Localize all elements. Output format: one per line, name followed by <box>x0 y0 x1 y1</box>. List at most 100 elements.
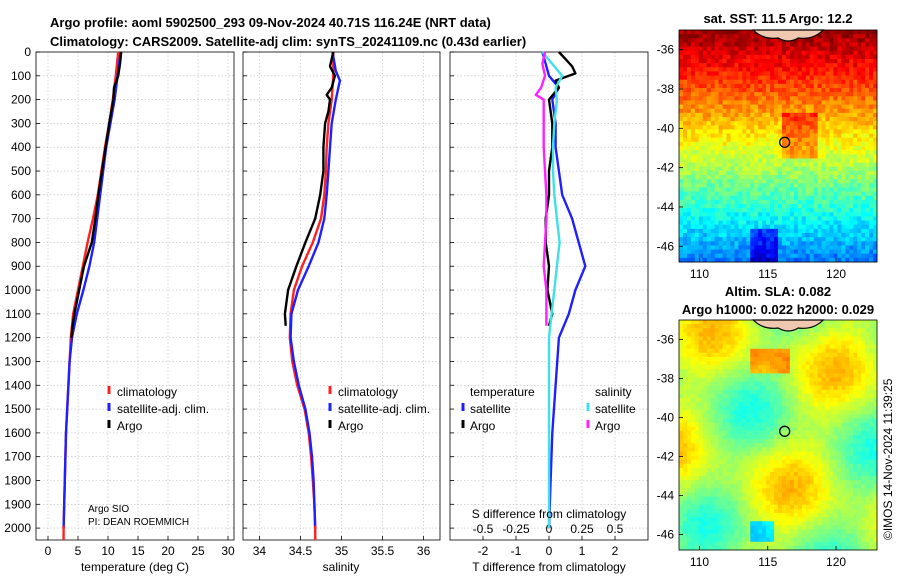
map-cell <box>861 402 866 407</box>
map-cell <box>793 137 799 143</box>
map-cell <box>742 216 747 221</box>
map-cell <box>781 170 787 176</box>
map-cell <box>797 46 803 52</box>
map-cell <box>829 121 834 126</box>
map-cell <box>837 249 842 255</box>
map-cell <box>793 439 799 444</box>
map-cell <box>706 204 712 209</box>
map-cell <box>738 257 743 263</box>
map-cell <box>829 46 834 52</box>
map-cell <box>825 352 830 358</box>
map-cell <box>734 365 739 370</box>
map-cell <box>734 336 739 341</box>
map-cell <box>702 241 708 246</box>
map-cell <box>821 389 826 395</box>
y-tick-label: 1500 <box>4 402 31 416</box>
map-cell <box>766 361 771 366</box>
map-cell <box>789 336 795 341</box>
map-cell <box>809 257 815 263</box>
map-cell <box>754 59 759 64</box>
map-cell <box>865 96 870 101</box>
map-cell <box>821 348 826 354</box>
map-cell <box>682 373 688 378</box>
map-cell <box>833 406 838 411</box>
map-cell <box>801 220 807 226</box>
map-cell <box>845 410 850 415</box>
map-cell <box>698 228 704 234</box>
map-cell <box>817 38 822 43</box>
map-cell <box>686 393 692 399</box>
map-cell <box>722 381 727 387</box>
map-cell <box>821 320 826 325</box>
map-cell <box>682 253 688 259</box>
map-cell <box>738 249 743 255</box>
map-cell <box>690 50 696 56</box>
map-cell <box>861 146 866 151</box>
map-cell <box>873 385 878 391</box>
map-cell <box>778 356 783 362</box>
map-cell <box>849 166 854 172</box>
map-cell <box>781 129 787 134</box>
map-cell <box>714 195 719 201</box>
map-cell <box>706 179 712 184</box>
legend-header-temperature: temperature <box>470 385 535 399</box>
map-cell <box>758 88 763 93</box>
map-cell <box>849 463 854 469</box>
map-cell <box>698 46 704 52</box>
map-cell <box>865 241 870 246</box>
map-cell <box>861 320 866 325</box>
map-cell <box>758 129 763 134</box>
map-cell <box>849 389 854 395</box>
y-tick-label: 600 <box>11 188 31 202</box>
map-cell <box>841 191 846 197</box>
map-cell <box>694 253 700 259</box>
map-cell <box>778 146 783 151</box>
map-cell <box>813 373 818 378</box>
map-cell <box>841 369 846 374</box>
map-cell <box>857 125 862 130</box>
map-cell <box>706 344 712 350</box>
s-tick-label: -0.25 <box>502 522 530 536</box>
map-cell <box>714 328 719 333</box>
map-cell <box>778 402 783 407</box>
map-cell <box>825 96 830 101</box>
map-cell <box>841 121 846 126</box>
map-cell <box>686 402 692 407</box>
map-cell <box>778 455 783 461</box>
map-cell <box>754 344 759 350</box>
map-cell <box>805 183 811 188</box>
map-cell <box>770 137 775 143</box>
map-cell <box>793 104 799 110</box>
map-cell <box>821 356 826 362</box>
map-cell <box>837 162 842 168</box>
map-cell <box>690 191 696 197</box>
map-cell <box>845 42 850 47</box>
map-cell <box>793 224 799 230</box>
map-cell <box>809 175 815 180</box>
map-cell <box>841 216 846 221</box>
map-cell <box>869 467 874 473</box>
map-cell <box>742 385 747 391</box>
map-cell <box>829 414 834 419</box>
map-cell <box>682 406 688 411</box>
map-cell <box>710 381 716 387</box>
map-cell <box>861 141 866 147</box>
map-cell <box>778 175 783 180</box>
map-cell <box>738 224 743 230</box>
map-cell <box>845 129 850 134</box>
map-cell <box>805 328 811 333</box>
map-cell <box>801 175 807 180</box>
map-cell <box>801 414 807 419</box>
map-cell <box>817 137 822 143</box>
map-cell <box>865 385 870 391</box>
map-cell <box>849 447 854 452</box>
map-cell <box>710 377 716 383</box>
map-cell <box>865 471 870 477</box>
map-cell <box>865 216 870 221</box>
map-cell <box>702 166 708 172</box>
map-cell <box>750 476 755 481</box>
map-cell <box>714 125 719 130</box>
map-cell <box>742 88 747 93</box>
map-cell <box>690 34 696 39</box>
map-cell <box>730 146 735 151</box>
